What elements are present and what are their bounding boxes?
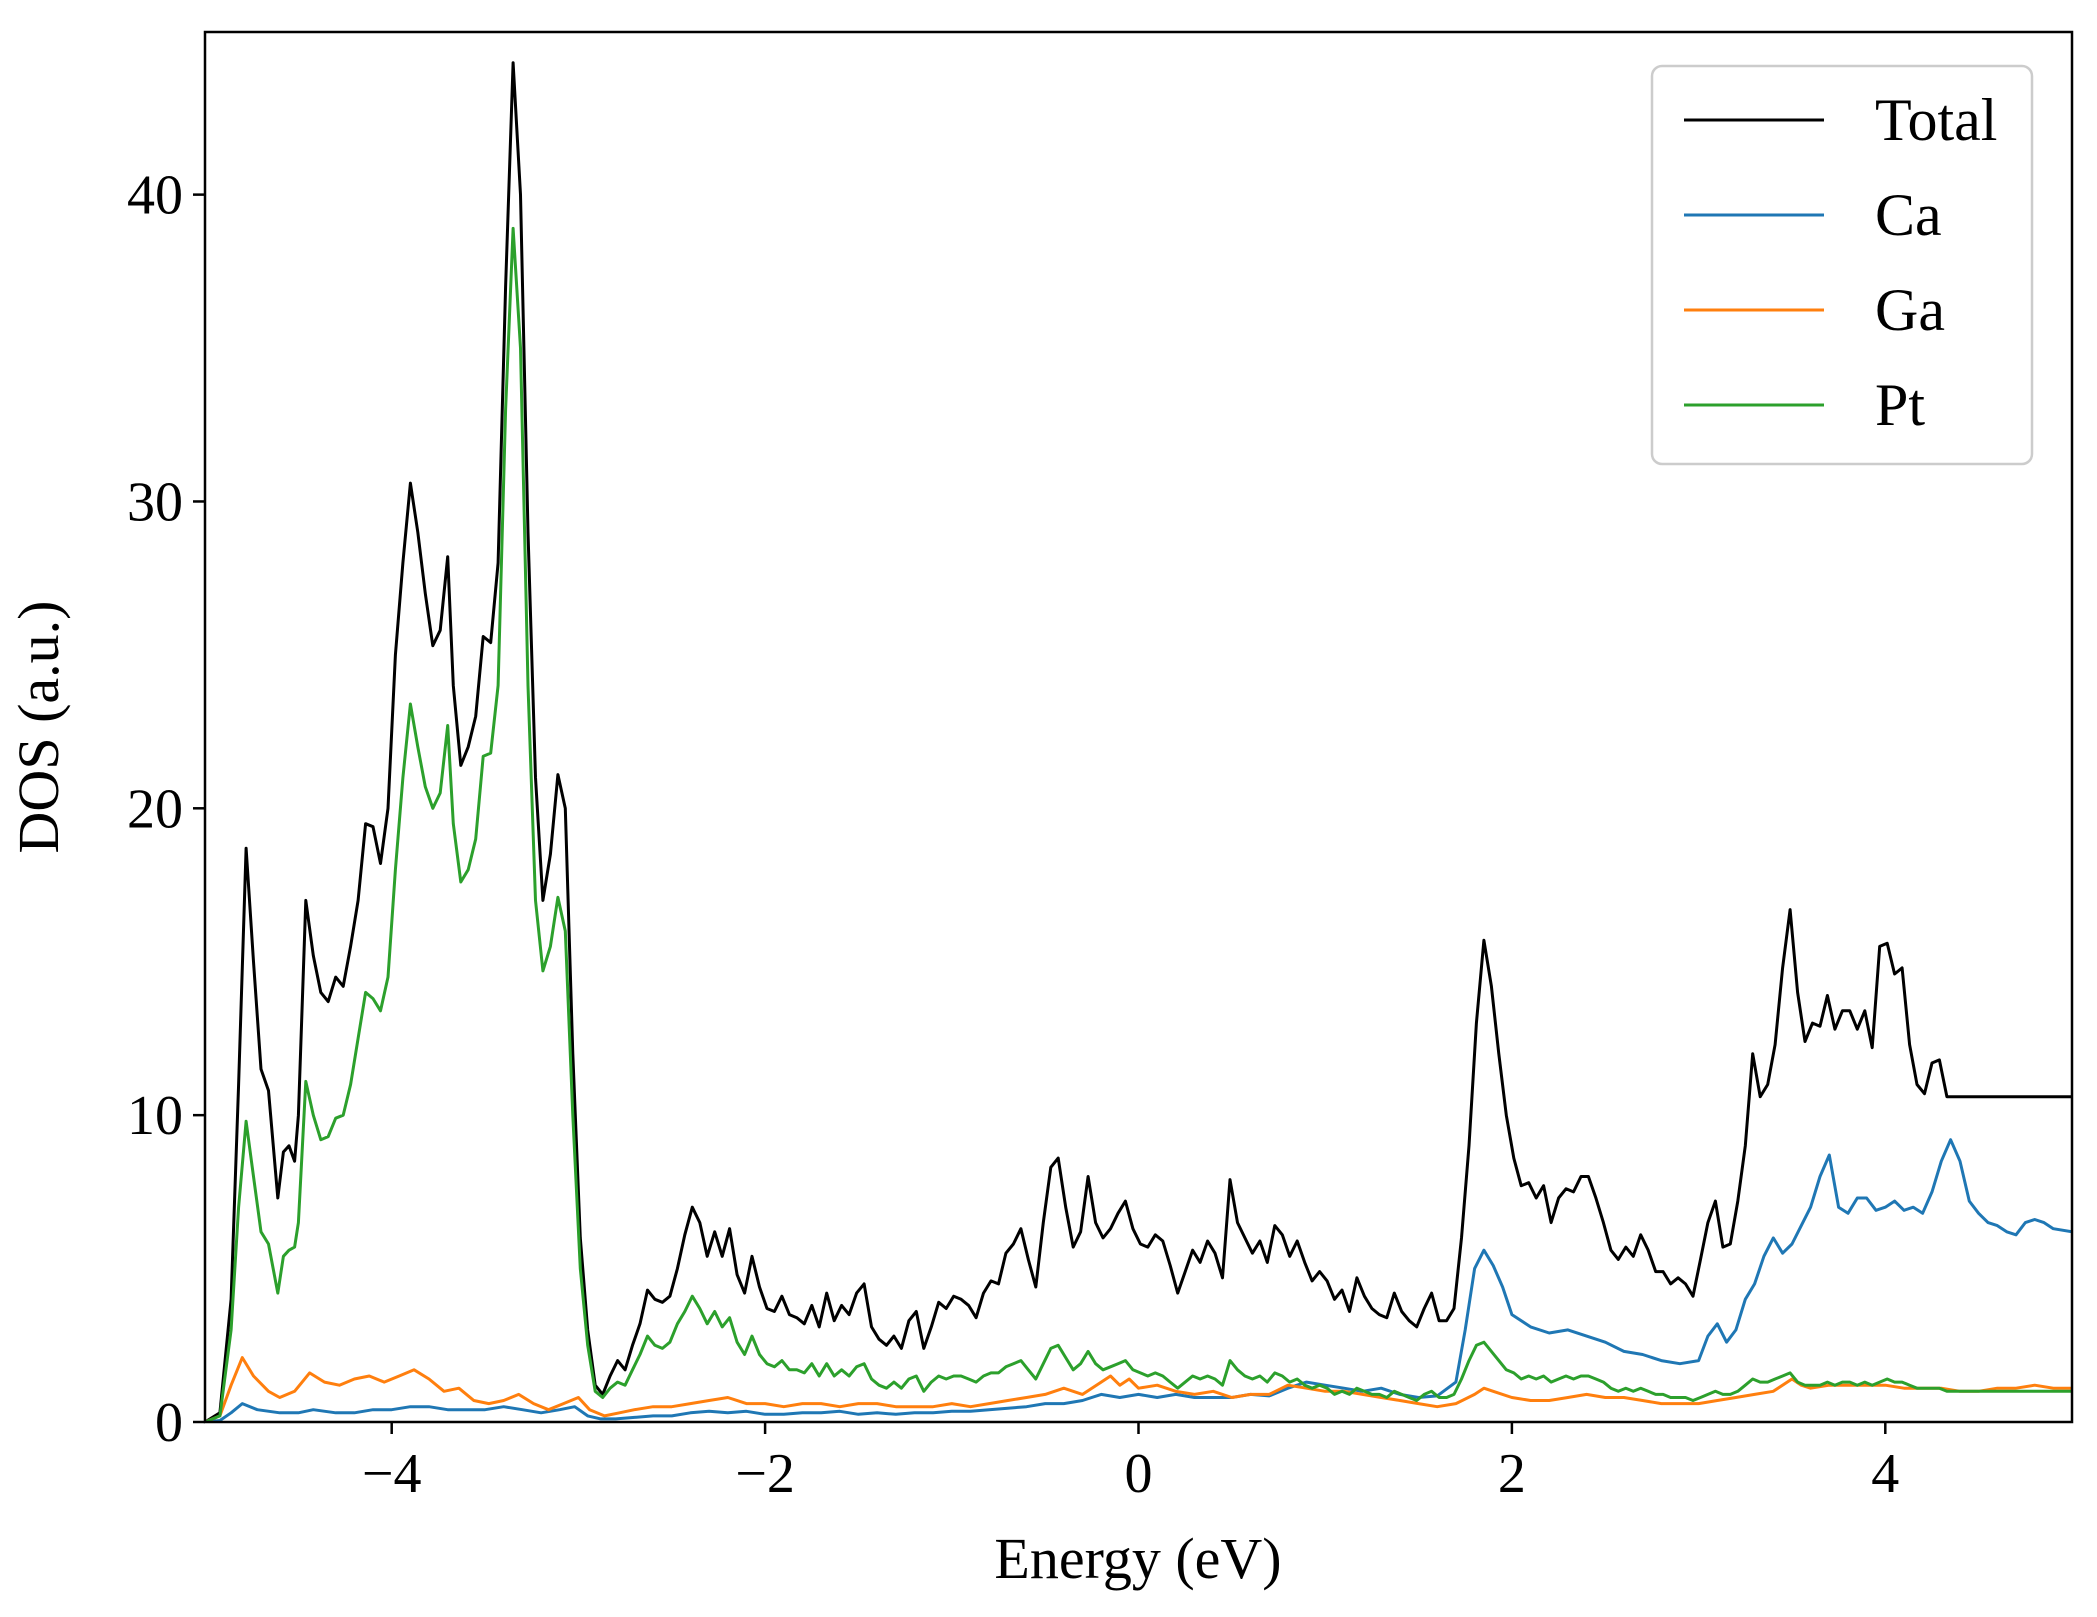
y-tick-label: 20 [127,778,183,840]
x-axis-label: Energy (eV) [994,1526,1281,1591]
legend-label-pt: Pt [1875,372,1925,438]
x-tick-label: 2 [1498,1443,1526,1505]
y-tick-label: 10 [127,1085,183,1147]
y-tick-label: 30 [127,471,183,533]
x-tick-label: −4 [362,1443,422,1505]
x-tick-label: −2 [735,1443,795,1505]
legend-label-total: Total [1875,87,1997,153]
legend-items: Total Ca Ga Pt [1684,87,1997,438]
legend-box [1650,64,2034,466]
x-tick-label: 0 [1125,1443,1153,1505]
y-tick-label: 40 [127,165,183,227]
legend: Total Ca Ga Pt [1650,64,2034,466]
legend-label-ga: Ga [1875,277,1945,343]
x-tick-label: 4 [1871,1443,1899,1505]
y-axis-label: DOS (a.u.) [6,601,71,854]
series-line-total [205,61,2072,1422]
series-line-ca [205,1138,2072,1422]
series-layer [205,61,2072,1422]
series-line-ga [205,1356,2072,1422]
y-tick-label: 0 [155,1392,183,1454]
series-line-pt [205,226,2072,1422]
legend-label-ca: Ca [1875,182,1942,248]
